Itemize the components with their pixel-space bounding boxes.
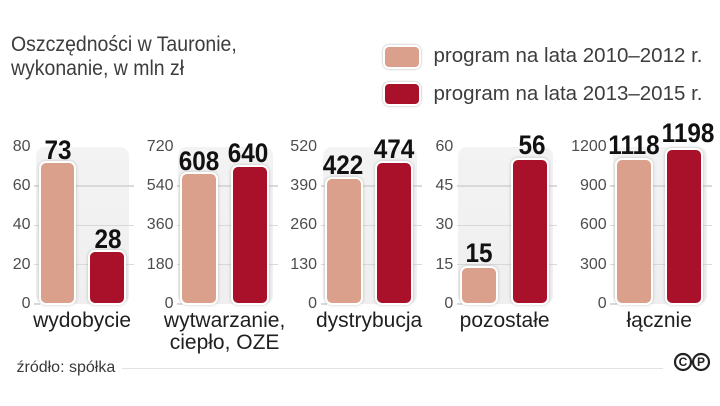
svg-text:P: P	[697, 355, 705, 369]
svg-text:C: C	[679, 355, 688, 369]
